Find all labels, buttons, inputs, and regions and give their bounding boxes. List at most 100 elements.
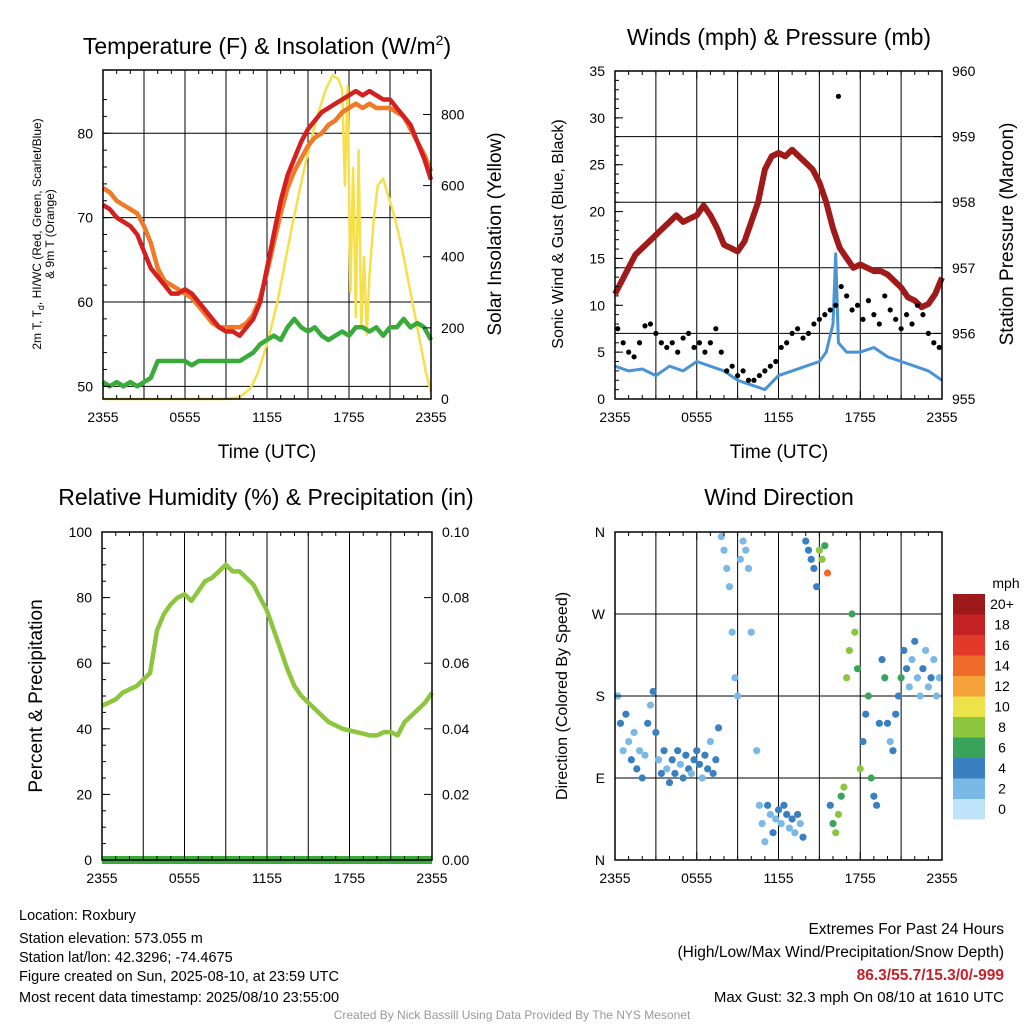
wind-direction-point: [864, 692, 873, 700]
wind-direction-point: [769, 829, 777, 837]
x-tick-label: 0555: [681, 870, 712, 886]
gust-point: [773, 358, 779, 365]
y-tick-label: N: [595, 524, 605, 540]
gust-point: [658, 340, 664, 346]
created-text: Figure created on Sun, 2025-08-10, at 23…: [19, 969, 339, 985]
wind-direction-point: [698, 774, 706, 782]
gust-point: [835, 93, 842, 99]
humidity-y-axis-label: Percent & Precipitation: [26, 599, 47, 792]
gust-point: [882, 293, 888, 299]
wind-direction-point: [747, 628, 755, 636]
wind-direction-point: [821, 542, 829, 550]
wind-direction-point: [799, 833, 807, 841]
gust-point: [838, 283, 844, 290]
legend-label: 0: [998, 801, 1006, 817]
wind-direction-point: [883, 719, 892, 727]
wind-direction-point: [755, 801, 764, 809]
y2-tick-label: 960: [952, 63, 976, 79]
gust-point: [713, 326, 719, 332]
wind-direction-point: [644, 719, 652, 727]
wind-direction-point: [911, 637, 919, 645]
temperature-y-axis-label: 2m T, Td, HI/WC (Red, Green, Scarlet/Blu…: [30, 118, 46, 349]
legend-swatch: [953, 717, 985, 738]
gust-point: [903, 312, 910, 318]
wind-direction-point: [772, 815, 780, 823]
elevation-text: Station elevation: 573.055 m: [19, 931, 203, 947]
humidity-panel: Relative Humidity (%) & Precipitation (i…: [26, 484, 474, 886]
y2-tick-label: 600: [441, 178, 465, 194]
gust-point: [893, 316, 899, 322]
x-tick-label: 1155: [763, 870, 793, 886]
wind-direction-point: [734, 692, 742, 700]
legend-label: 8: [998, 719, 1006, 735]
temperature-panel: Temperature (F) & Insolation (W/m2) 2355…: [30, 32, 506, 463]
gust-point: [762, 368, 768, 374]
wind-direction-y-axis-label: Direction (Colored By Speed): [554, 592, 571, 800]
y-tick-label: 25: [589, 157, 605, 173]
gust-point: [745, 377, 752, 383]
gust-point: [729, 363, 735, 369]
y-tick-label: 60: [76, 655, 92, 671]
gust-point: [615, 326, 621, 332]
wind-direction-point: [826, 801, 834, 809]
recent-data-text: Most recent data timestamp: 2025/08/10 2…: [19, 990, 339, 1006]
gust-point: [702, 349, 708, 355]
wind-direction-point: [886, 737, 894, 746]
y-tick-label: N: [595, 852, 605, 868]
wind-direction-point: [892, 710, 900, 718]
wind-direction-point: [853, 665, 862, 673]
wind-direction-point: [701, 751, 709, 759]
x-tick-label: 2355: [86, 870, 117, 886]
wind-direction-point: [687, 769, 695, 778]
wind-direction-point: [709, 769, 717, 778]
gust-point: [800, 335, 806, 341]
wind-direction-point: [777, 819, 785, 828]
wind-direction-point: [927, 674, 935, 682]
speed-color-legend: mph 20+ 18 16 14 12 10 8 6 4 2 0: [953, 575, 1020, 820]
wind-direction-points: [614, 532, 943, 846]
winds-y-axis-label: Sonic Wind & Gust (Blue, Black): [550, 119, 567, 348]
y2-tick-label: 0.02: [442, 786, 469, 802]
wind-direction-point: [807, 555, 815, 563]
gust-point: [784, 340, 790, 346]
wind-direction-point: [791, 829, 799, 837]
x-tick-label: 1155: [252, 870, 282, 886]
credit-text: Created By Nick Bassill Using Data Provi…: [334, 1008, 691, 1022]
wind-direction-point: [704, 765, 712, 773]
legend-title: mph: [992, 575, 1019, 591]
wind-direction-point: [935, 674, 943, 682]
y2-tick-label: 0.10: [442, 524, 469, 540]
gust-point: [816, 316, 822, 322]
wind-direction-point: [916, 692, 924, 700]
y2-tick-label: 957: [952, 260, 976, 276]
gust-point: [669, 340, 675, 346]
gust-point: [735, 372, 741, 379]
x-tick-label: 0555: [169, 870, 200, 886]
legend-swatch: [953, 676, 985, 697]
wind-direction-point: [657, 769, 665, 778]
y2-tick-label: 0.00: [442, 852, 469, 868]
wind-direction-point: [924, 683, 932, 691]
gust-point: [849, 307, 855, 313]
location-text: Location: Roxbury: [19, 908, 137, 924]
gust-point: [860, 316, 866, 322]
wind-direction-point: [635, 747, 644, 755]
legend-label: 12: [994, 678, 1010, 694]
wind-direction-point: [878, 655, 886, 664]
wind-direction-point: [840, 783, 848, 791]
legend-label: 4: [998, 760, 1006, 776]
winds-panel: Winds (mph) & Pressure (mb) 2355 0555 1155…: [550, 24, 1018, 463]
gust-point: [898, 326, 904, 332]
temperature-ticks: 2355 0555 1155 1755 235550607080020040060080…: [77, 70, 465, 425]
y2-tick-label: 959: [952, 129, 976, 145]
y2-tick-label: 400: [441, 249, 465, 265]
x-tick-label: 2355: [599, 409, 630, 425]
wind-direction-point: [693, 747, 701, 755]
wind-direction-point: [859, 737, 867, 746]
gust-point: [931, 340, 937, 346]
wind-direction-point: [837, 792, 845, 800]
wind-direction-point: [856, 765, 864, 773]
y-tick-label: 30: [589, 110, 605, 126]
wind-direction-panel: Wind Direction 2355 0555 1155 1755 2355 N E S W N…: [554, 484, 1020, 886]
gust-point: [854, 302, 861, 308]
